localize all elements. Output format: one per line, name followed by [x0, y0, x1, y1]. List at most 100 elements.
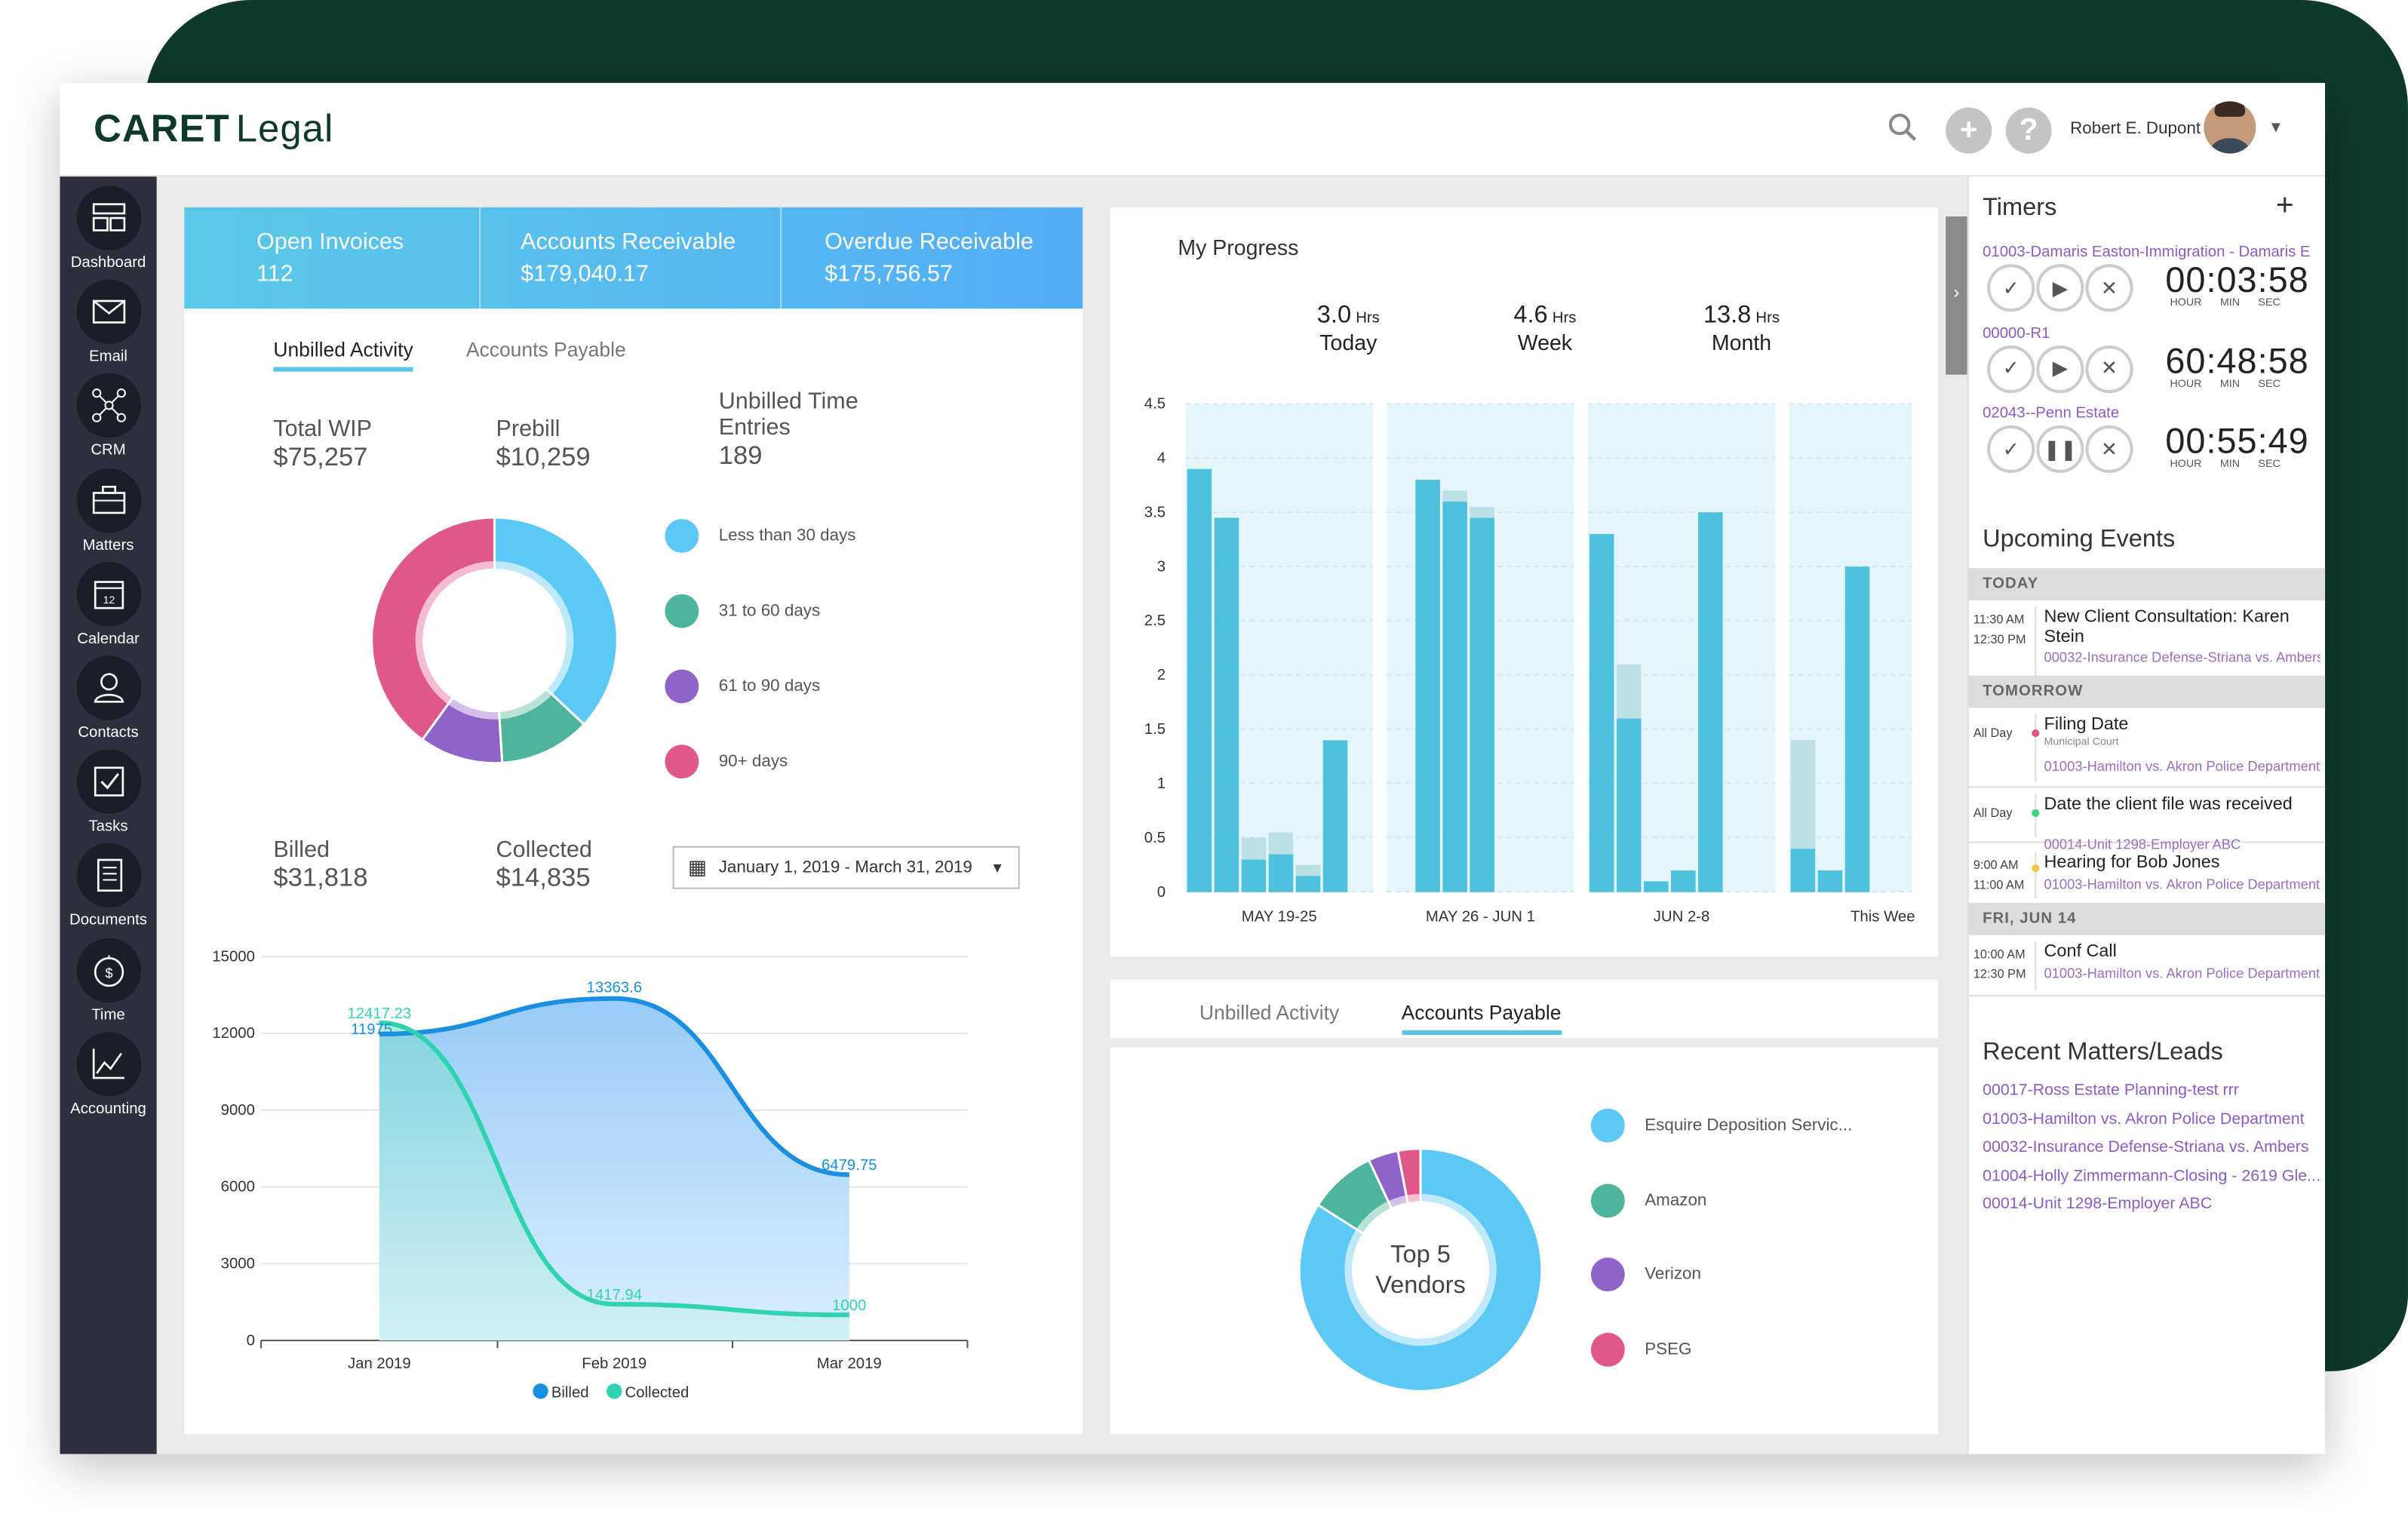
bar[interactable]	[1241, 859, 1267, 892]
bar[interactable]	[1589, 534, 1614, 892]
timer-matter[interactable]: 02043--Penn Estate	[1983, 405, 2120, 422]
kpi-open-invoices[interactable]: Open Invoices 112	[256, 207, 404, 290]
collected-area	[379, 1022, 849, 1341]
sidebar-item-calendar[interactable]: 12 Calendar	[60, 561, 156, 648]
event-matter[interactable]: 00032-Insurance Defense-Striana vs. Ambe…	[2044, 649, 2320, 665]
bar-segment[interactable]	[1470, 507, 1494, 518]
event-matter[interactable]: 01003-Hamilton vs. Akron Police Departme…	[2044, 965, 2320, 981]
donut-slice[interactable]	[1298, 1147, 1543, 1392]
bar[interactable]	[1844, 566, 1870, 892]
bar[interactable]	[1790, 849, 1816, 892]
vendor-legend-item[interactable]: Verizon	[1590, 1257, 1701, 1292]
kpi-accounts-receivable[interactable]: Accounts Receivable $179,040.17	[521, 207, 736, 290]
bar[interactable]	[1817, 870, 1843, 892]
bar[interactable]	[1644, 881, 1669, 892]
vendor-legend-item[interactable]: Amazon	[1590, 1183, 1706, 1217]
bar[interactable]	[1415, 480, 1440, 892]
sidebar-item-contacts[interactable]: Contacts	[60, 655, 156, 741]
recent-matter-link[interactable]: 00017-Ross Estate Planning-test rrr	[1983, 1081, 2239, 1100]
tab-unbilled-activity[interactable]: Unbilled Activity	[273, 338, 413, 372]
bar-segment[interactable]	[1442, 490, 1467, 502]
sidebar-item-tasks[interactable]: Tasks	[60, 749, 156, 836]
add-timer-icon[interactable]: +	[2275, 189, 2294, 223]
donut-slice[interactable]	[1396, 1147, 1422, 1205]
close-icon[interactable]: ✕	[2085, 425, 2133, 473]
event-matter[interactable]: 00014-Unit 1298-Employer ABC	[2044, 837, 2241, 852]
sidebar-item-documents[interactable]: Documents	[60, 843, 156, 929]
recent-matter-link[interactable]: 01003-Hamilton vs. Akron Police Departme…	[1983, 1109, 2305, 1128]
email-icon	[75, 279, 141, 345]
bar[interactable]	[1616, 718, 1642, 892]
date-range-select[interactable]: ▦ January 1, 2019 - March 31, 2019 ▼	[672, 846, 1020, 889]
collected-line[interactable]	[379, 1020, 849, 1318]
sidebar-item-crm[interactable]: CRM	[60, 373, 156, 459]
check-icon[interactable]: ✓	[1987, 345, 2035, 393]
event-item[interactable]: 9:00 AM 11:00 AM Hearing for Bob Jones 0100…	[1968, 846, 2326, 905]
bar[interactable]	[1470, 517, 1494, 892]
aging-legend-item[interactable]: 31 to 60 days	[665, 594, 820, 628]
bar-segment[interactable]	[1295, 864, 1321, 876]
vendor-legend-item[interactable]: Esquire Deposition Servic...	[1590, 1108, 1852, 1143]
recent-matter-link[interactable]: 00032-Insurance Defense-Striana vs. Ambe…	[1983, 1137, 2309, 1157]
bar[interactable]	[1295, 876, 1321, 892]
pause-icon[interactable]: ❚❚	[2036, 425, 2084, 473]
donut-inner-ring	[415, 561, 574, 720]
kpi-overdue-receivable[interactable]: Overdue Receivable $175,756.57	[825, 207, 1034, 290]
bar[interactable]	[1442, 501, 1467, 892]
tab-unbilled-activity[interactable]: Unbilled Activity	[1199, 1001, 1340, 1024]
bar[interactable]	[1671, 870, 1696, 892]
timer-matter[interactable]: 01003-Damaris Easton-Immigration - Damar…	[1983, 244, 2311, 262]
check-icon[interactable]: ✓	[1987, 264, 2035, 312]
play-icon[interactable]: ▶	[2036, 345, 2084, 393]
close-icon[interactable]: ✕	[2085, 345, 2133, 393]
user-name[interactable]: Robert E. Dupont	[2070, 119, 2201, 139]
close-icon[interactable]: ✕	[2085, 264, 2133, 312]
bar[interactable]	[1187, 468, 1212, 892]
timer-units: HOUR MIN SEC	[2170, 459, 2280, 470]
legend-label[interactable]: Billed	[551, 1384, 589, 1401]
event-item[interactable]: 11:30 AM 12:30 PM New Client Consultation:…	[1968, 600, 2326, 690]
bar[interactable]	[1268, 854, 1294, 892]
sidebar-item-time[interactable]: $ Time	[60, 937, 156, 1024]
legend-label[interactable]: Collected	[625, 1384, 690, 1401]
donut-slice[interactable]	[493, 516, 619, 726]
aging-legend-item[interactable]: 90+ days	[665, 744, 788, 779]
tab-accounts-payable[interactable]: Accounts Payable	[465, 337, 626, 361]
bar-segment[interactable]	[1790, 740, 1816, 849]
play-icon[interactable]: ▶	[2036, 264, 2084, 312]
bar-segment[interactable]	[1616, 664, 1642, 719]
sidebar-item-accounting[interactable]: Accounting	[60, 1031, 156, 1118]
sidebar-item-dashboard[interactable]: Dashboard	[60, 186, 156, 272]
event-item[interactable]: 10:00 AM 12:30 PM Conf Call 01003-Hamilton …	[1968, 935, 2326, 997]
sidebar-item-matters[interactable]: Matters	[60, 468, 156, 554]
vendor-legend-item[interactable]: PSEG	[1590, 1331, 1691, 1366]
billed-line[interactable]	[379, 996, 849, 1177]
event-matter[interactable]: 01003-Hamilton vs. Akron Police Departme…	[2044, 758, 2320, 774]
timer-matter[interactable]: 00000-R1	[1983, 324, 2050, 342]
chevron-down-icon[interactable]: ▼	[2268, 119, 2284, 137]
bar-segment[interactable]	[1241, 837, 1267, 860]
panel-collapse-handle[interactable]: ›	[1946, 216, 1967, 375]
app-logo[interactable]: CARET Legal	[94, 107, 333, 152]
event-item[interactable]: All Day Date the client file was received…	[1968, 787, 2326, 852]
aging-legend-item[interactable]: 61 to 90 days	[665, 669, 820, 704]
bar[interactable]	[1698, 512, 1723, 892]
billed-data-label: 11975	[351, 1021, 392, 1038]
sidebar-item-email[interactable]: Email	[60, 279, 156, 366]
recent-matter-link[interactable]: 01004-Holly Zimmermann-Closing - 2619 Gl…	[1983, 1166, 2320, 1186]
dashboard-icon	[75, 186, 141, 250]
bar[interactable]	[1322, 740, 1348, 892]
add-icon[interactable]: +	[1946, 107, 1992, 154]
aging-legend-item[interactable]: Less than 30 days	[665, 519, 855, 553]
recent-matter-link[interactable]: 00014-Unit 1298-Employer ABC	[1983, 1195, 2213, 1214]
check-icon[interactable]: ✓	[1987, 425, 2035, 473]
bar-segment[interactable]	[1268, 832, 1294, 855]
search-icon[interactable]	[1887, 112, 1918, 151]
help-icon[interactable]: ?	[2005, 107, 2052, 154]
tab-accounts-payable[interactable]: Accounts Payable	[1401, 1001, 1562, 1036]
bar[interactable]	[1214, 517, 1239, 892]
event-item[interactable]: All Day Filing Date Municipal Court 01003-H…	[1968, 708, 2326, 788]
event-matter[interactable]: 01003-Hamilton vs. Akron Police Departme…	[2044, 876, 2320, 892]
donut-slice[interactable]	[370, 516, 496, 741]
avatar[interactable]	[2204, 101, 2256, 154]
